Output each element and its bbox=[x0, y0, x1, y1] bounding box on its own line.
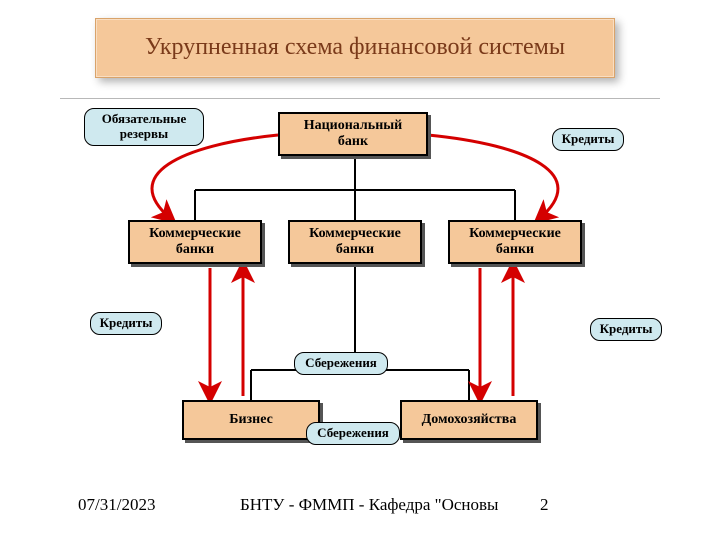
node-comm-bank-3: Коммерческиебанки bbox=[448, 220, 582, 264]
node-label: Коммерческиебанки bbox=[469, 226, 561, 258]
node-label: Бизнес bbox=[229, 412, 273, 428]
callout-label: Кредиты bbox=[600, 321, 653, 336]
callout-label: Кредиты bbox=[100, 315, 153, 330]
connectors-layer bbox=[0, 0, 720, 540]
node-comm-bank-2: Коммерческиебанки bbox=[288, 220, 422, 264]
title-bar: Укрупненная схема финансовой системы bbox=[95, 18, 615, 78]
divider-line bbox=[60, 98, 660, 100]
node-label: Коммерческиебанки bbox=[309, 226, 401, 258]
slide-title: Укрупненная схема финансовой системы bbox=[145, 34, 565, 62]
footer-date: 07/31/2023 bbox=[78, 495, 155, 515]
callout-credits-r: Кредиты bbox=[590, 318, 662, 341]
callout-credits-tr: Кредиты bbox=[552, 128, 624, 151]
node-label: Домохозяйства bbox=[422, 412, 517, 428]
callout-label: Кредиты bbox=[562, 131, 615, 146]
callout-savings-2: Сбережения bbox=[306, 422, 400, 445]
callout-label: Обязательныерезервы bbox=[102, 111, 186, 141]
node-business: Бизнес bbox=[182, 400, 320, 440]
slide: Укрупненная схема финансовой системы Нац… bbox=[0, 0, 720, 540]
footer-org: БНТУ - ФММП - Кафедра "Основы bbox=[240, 495, 500, 515]
callout-label: Сбережения bbox=[305, 355, 377, 370]
callout-savings-1: Сбережения bbox=[294, 352, 388, 375]
callout-label: Сбережения bbox=[317, 425, 389, 440]
node-label: Коммерческиебанки bbox=[149, 226, 241, 258]
node-households: Домохозяйства bbox=[400, 400, 538, 440]
node-central-bank: Национальныйбанк bbox=[278, 112, 428, 156]
node-label: Национальныйбанк bbox=[304, 118, 403, 150]
node-comm-bank-1: Коммерческиебанки bbox=[128, 220, 262, 264]
callout-credits-l: Кредиты bbox=[90, 312, 162, 335]
footer-pagenum: 2 bbox=[540, 495, 549, 515]
callout-reserves: Обязательныерезервы bbox=[84, 108, 204, 146]
